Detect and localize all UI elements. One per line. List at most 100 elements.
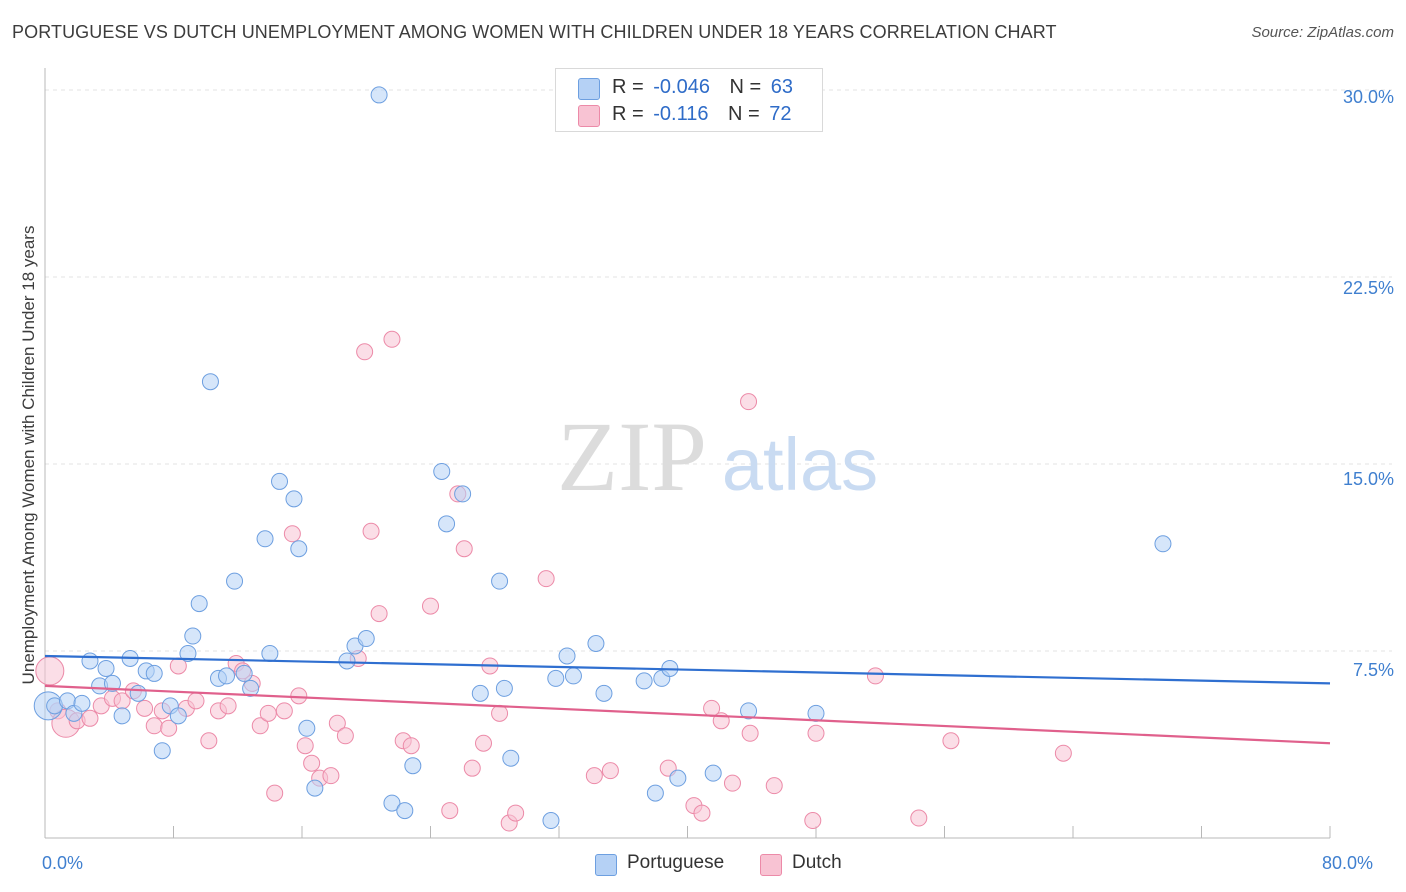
- portuguese-point: [635, 672, 653, 690]
- dutch-point: [723, 774, 741, 792]
- portuguese-point: [81, 652, 99, 670]
- portuguese-point: [740, 702, 758, 720]
- y-tick-label: 30.0%: [1342, 87, 1394, 107]
- dutch-trend-line: [44, 684, 1331, 745]
- portuguese-point: [502, 749, 520, 767]
- dutch-point: [145, 717, 163, 735]
- portuguese-point: [383, 794, 401, 812]
- n-value: 63: [770, 76, 794, 98]
- chart-title: PORTUGUESE VS DUTCH UNEMPLOYMENT AMONG W…: [12, 22, 1057, 42]
- dutch-point: [219, 697, 237, 715]
- dutch-swatch: [760, 854, 782, 876]
- portuguese-point: [491, 572, 509, 590]
- dutch-point: [910, 809, 928, 827]
- portuguese-point: [153, 742, 171, 760]
- dutch-point: [463, 759, 481, 777]
- y-tick-label: 22.5%: [1342, 278, 1394, 298]
- portuguese-point: [438, 515, 456, 533]
- portuguese-point: [357, 630, 375, 648]
- portuguese-point: [587, 635, 605, 653]
- dutch-point: [475, 734, 493, 752]
- dutch-point: [259, 704, 277, 722]
- watermark: ZIP atlas: [557, 401, 878, 512]
- portuguese-point: [704, 764, 722, 782]
- dutch-swatch: [578, 105, 600, 127]
- portuguese-point: [190, 595, 208, 613]
- correlation-legend: R = -0.046 N = 63 R = -0.116 N = 72: [555, 68, 823, 132]
- portuguese-point: [547, 669, 565, 687]
- n-value: 72: [769, 103, 792, 125]
- portuguese-point: [169, 707, 187, 725]
- dutch-point: [441, 802, 459, 820]
- dutch-point: [136, 699, 154, 717]
- dutch-point: [1054, 744, 1072, 762]
- portuguese-point: [338, 652, 356, 670]
- portuguese-point: [471, 684, 489, 702]
- portuguese-point: [396, 802, 414, 820]
- portuguese-point: [271, 472, 289, 490]
- portuguese-point: [370, 86, 388, 104]
- legend-label: Portuguese: [627, 852, 725, 873]
- portuguese-point: [669, 769, 687, 787]
- portuguese-point: [184, 627, 202, 645]
- dutch-point: [290, 687, 308, 705]
- dutch-point: [422, 597, 439, 615]
- dutch-point: [740, 393, 758, 411]
- portuguese-points: [33, 86, 1172, 830]
- portuguese-point: [73, 694, 91, 712]
- portuguese-point: [235, 664, 253, 682]
- dutch-point: [537, 570, 555, 588]
- portuguese-point: [542, 812, 560, 830]
- dutch-point: [266, 784, 284, 802]
- r-label: R =: [612, 103, 644, 125]
- watermark-atlas: atlas: [722, 423, 878, 506]
- dutch-point: [362, 522, 380, 540]
- portuguese-point: [807, 704, 825, 722]
- gridlines: [45, 89, 1392, 652]
- portuguese-point: [261, 644, 279, 662]
- dutch-point: [942, 732, 960, 750]
- source-note: Source: ZipAtlas.com: [1251, 24, 1394, 41]
- portuguese-point: [179, 644, 197, 662]
- dutch-point: [187, 692, 205, 710]
- y-tick-label: 7.5%: [1352, 660, 1394, 680]
- dutch-point: [283, 525, 301, 543]
- portuguese-point: [433, 462, 451, 480]
- portuguese-point: [129, 684, 147, 702]
- dutch-point: [336, 727, 354, 745]
- portuguese-point: [1154, 535, 1172, 553]
- dutch-point: [866, 667, 884, 685]
- dutch-point: [356, 343, 374, 361]
- y-tick-label: 15.0%: [1342, 469, 1394, 489]
- portuguese-swatch: [578, 78, 600, 100]
- dutch-point: [402, 737, 420, 755]
- portuguese-point: [306, 779, 324, 797]
- n-label: N =: [729, 76, 762, 98]
- portuguese-point: [242, 679, 260, 697]
- portuguese-point: [285, 490, 303, 508]
- dutch-point: [81, 709, 99, 727]
- portuguese-point: [558, 647, 576, 665]
- dutch-points: [35, 330, 1072, 832]
- portuguese-point: [97, 659, 115, 677]
- dutch-point: [200, 732, 218, 750]
- watermark-zip: ZIP: [557, 401, 707, 512]
- dutch-point: [296, 737, 314, 755]
- portuguese-point: [145, 664, 163, 682]
- portuguese-point: [113, 707, 131, 725]
- legend-label: Dutch: [792, 852, 842, 873]
- dutch-point: [741, 724, 759, 742]
- portuguese-point: [454, 485, 472, 503]
- dutch-point: [251, 717, 269, 735]
- dutch-point: [370, 605, 388, 623]
- r-value: -0.116: [653, 103, 709, 125]
- x-tick-label: 0.0%: [42, 853, 84, 873]
- dutch-point: [693, 804, 711, 822]
- y-axis-label: Unemployment Among Women with Children U…: [19, 225, 38, 685]
- portuguese-point: [201, 373, 219, 391]
- portuguese-point: [404, 757, 422, 775]
- portuguese-point: [256, 530, 274, 548]
- portuguese-point: [298, 719, 316, 737]
- dutch-point: [160, 719, 178, 737]
